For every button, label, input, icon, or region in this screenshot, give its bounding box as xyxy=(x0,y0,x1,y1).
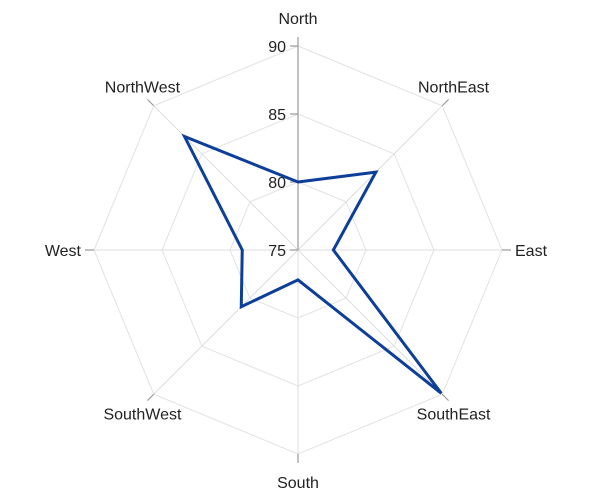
radial-tick-label-75: 75 xyxy=(268,243,286,260)
spoke-NorthEast xyxy=(297,105,443,251)
spoke-tick-SouthEast xyxy=(441,393,450,402)
category-label-SouthWest: SouthWest xyxy=(103,407,182,424)
spokes xyxy=(85,37,511,463)
spoke-tick-NorthWest xyxy=(146,98,155,107)
spoke-tick-SouthWest xyxy=(146,393,155,402)
spoke-NorthWest xyxy=(153,105,299,251)
spoke-SouthEast xyxy=(297,249,443,395)
radial-tick-label-90: 90 xyxy=(268,39,286,56)
radial-tick-label-80: 80 xyxy=(268,175,286,192)
radial-axis: 75 80 85 90 xyxy=(268,39,299,260)
category-label-NorthWest: NorthWest xyxy=(105,79,181,96)
series-layer xyxy=(181,133,443,395)
category-labels: North NorthEast East SouthEast South SouthWes… xyxy=(45,11,548,492)
radial-tick-label-85: 85 xyxy=(268,107,286,124)
category-label-East: East xyxy=(515,243,548,260)
series-line-0 xyxy=(181,133,443,395)
spoke-tick-NorthEast xyxy=(441,98,450,107)
category-label-North: North xyxy=(278,11,317,28)
category-label-West: West xyxy=(45,243,82,260)
category-label-South: South xyxy=(277,475,319,492)
category-label-NorthEast: NorthEast xyxy=(418,79,490,96)
spoke-SouthWest xyxy=(153,249,299,395)
category-label-SouthEast: SouthEast xyxy=(417,407,491,424)
